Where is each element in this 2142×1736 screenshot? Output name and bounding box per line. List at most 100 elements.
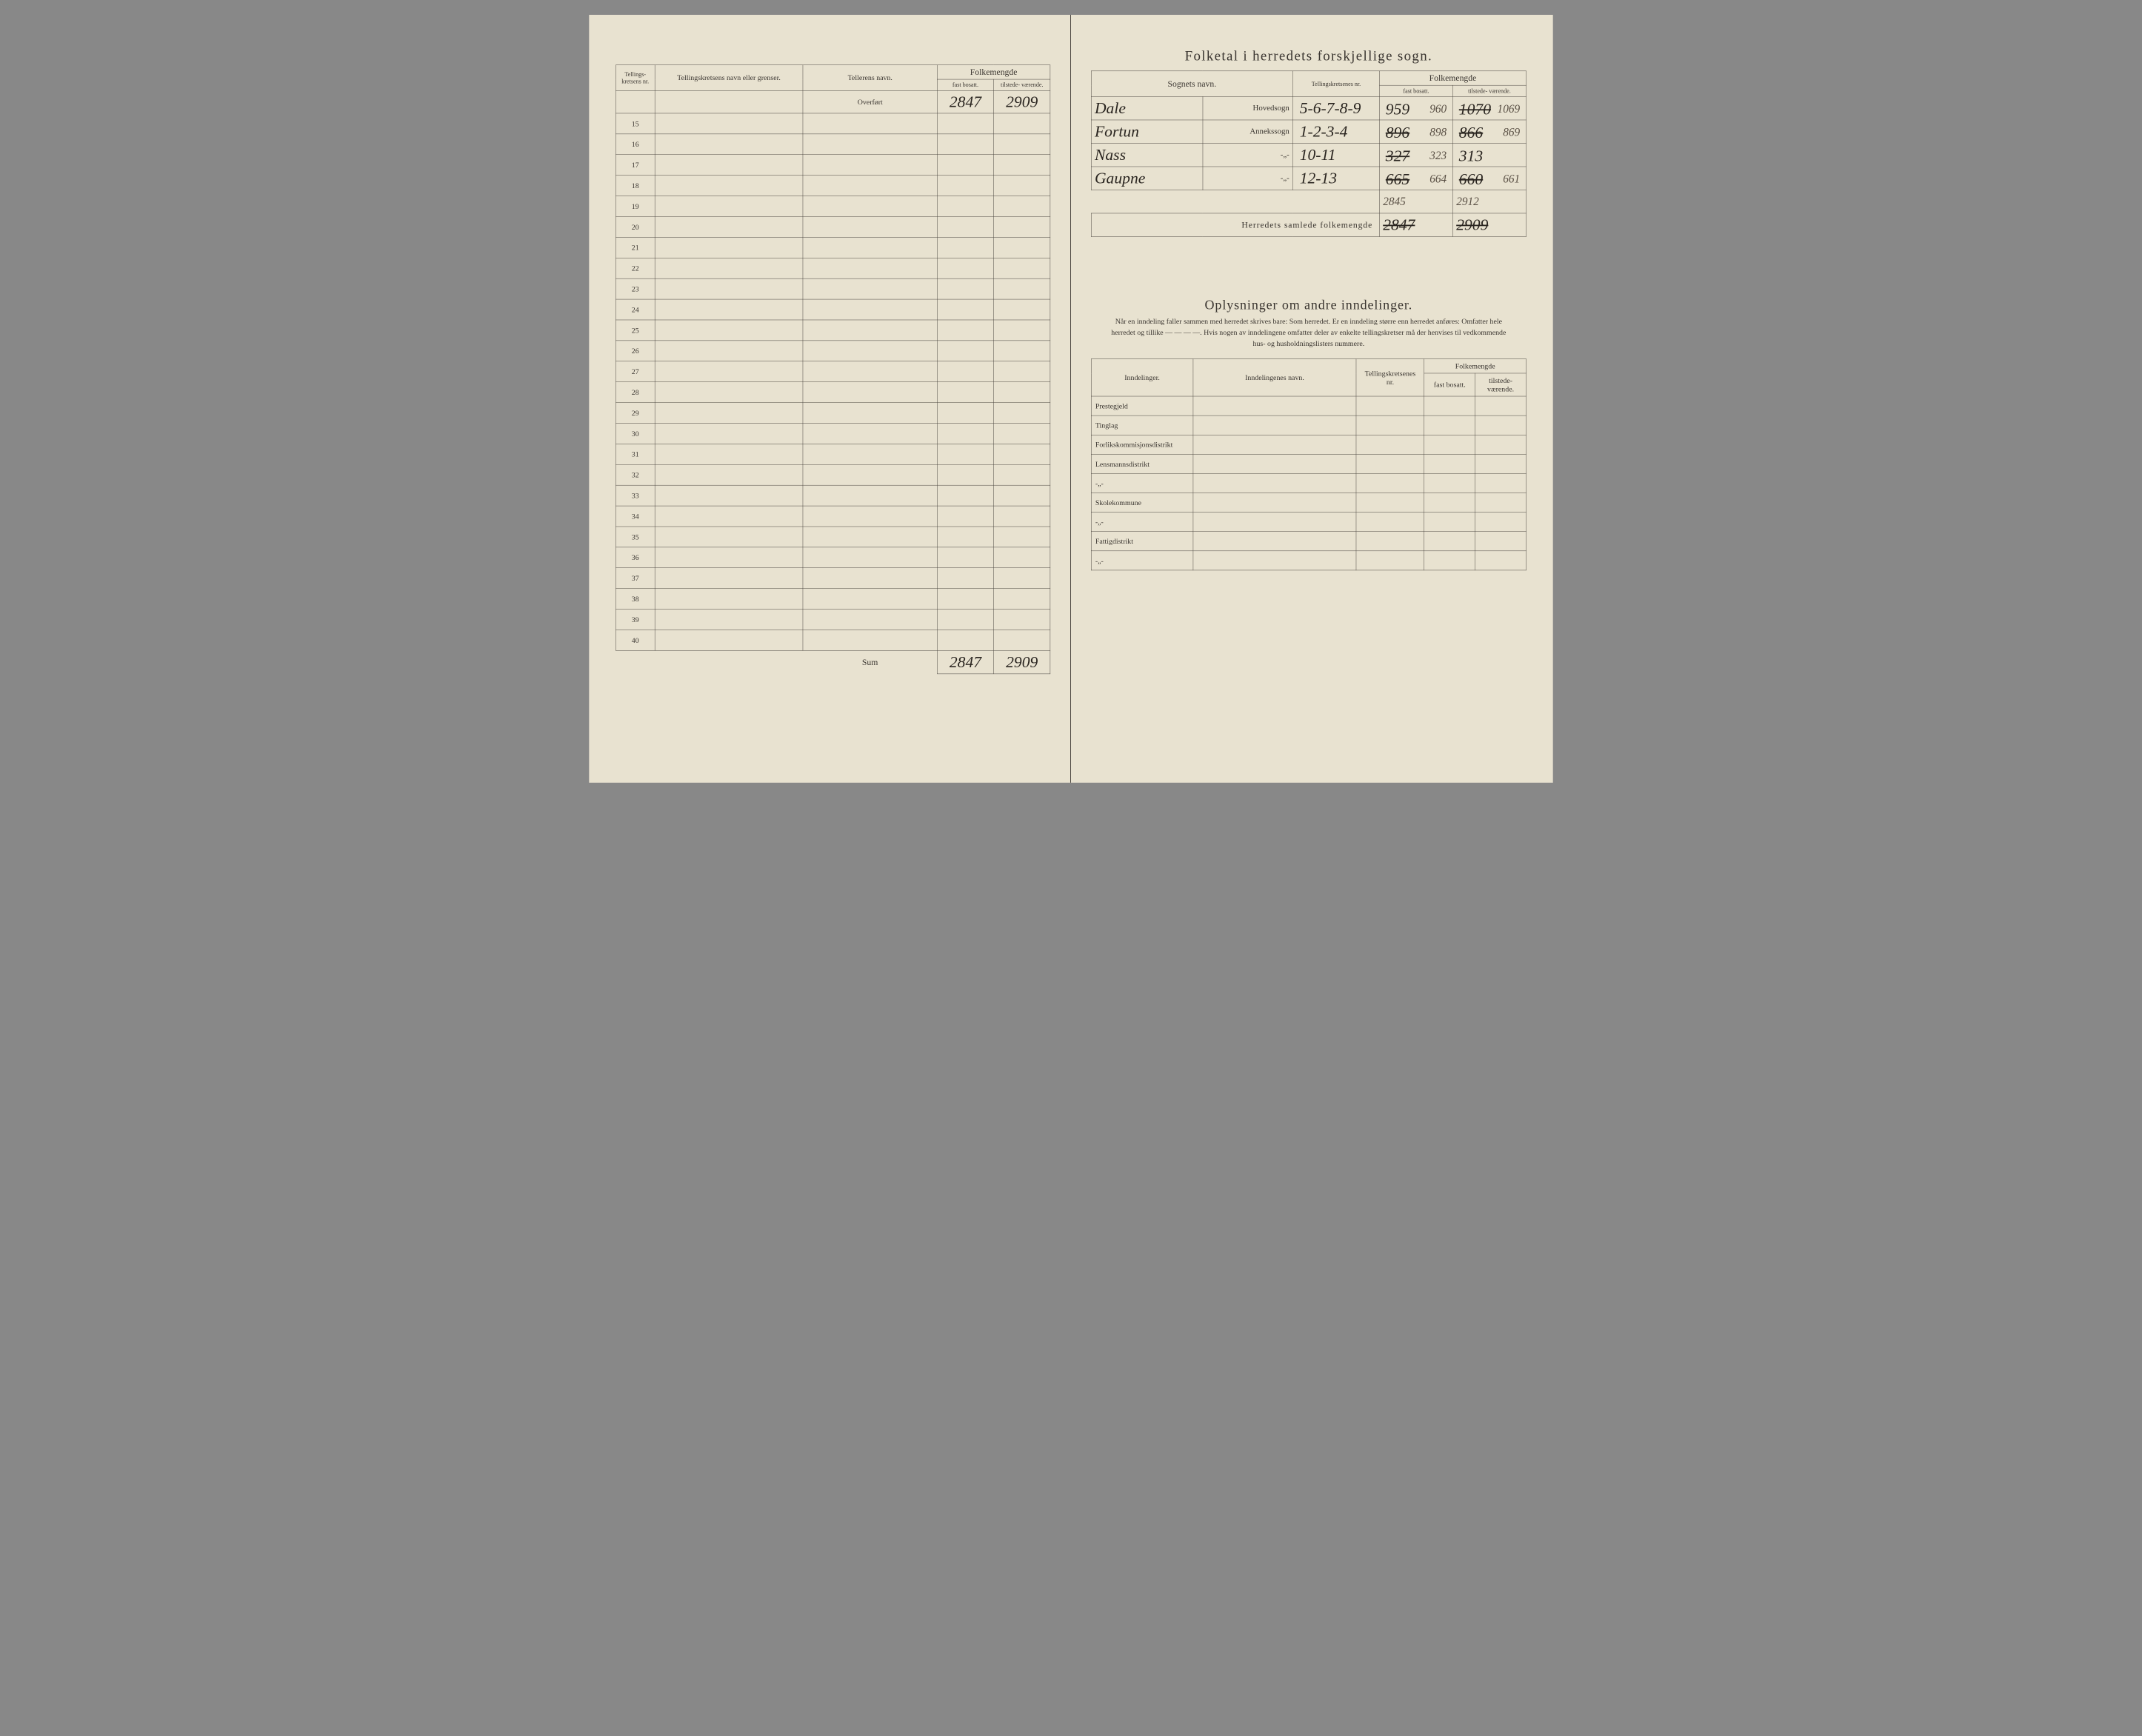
table-row: 24 [616, 299, 1050, 320]
row-number: 34 [616, 506, 655, 527]
row-number: 19 [616, 196, 655, 217]
inndel-label: -„- [1091, 551, 1193, 570]
row-number: 15 [616, 113, 655, 134]
row-number: 28 [616, 382, 655, 403]
row-number: 36 [616, 547, 655, 568]
sogn-krets: 12-13 [1292, 167, 1379, 190]
table-row: 17 [616, 155, 1050, 176]
header-ind: Inndelinger. [1091, 359, 1193, 396]
table-row: 25 [616, 320, 1050, 341]
table-row: 20 [616, 216, 1050, 237]
row-number: 37 [616, 568, 655, 589]
row-number: 16 [616, 134, 655, 155]
header-name: Tellingskretsens navn eller grenser. [655, 65, 803, 91]
inndel-label: Lensmannsdistrikt [1091, 454, 1193, 473]
row-number: 25 [616, 320, 655, 341]
table-row: 38 [616, 589, 1050, 610]
row-number: 40 [616, 630, 655, 650]
subtotal-til: 2912 [1452, 190, 1526, 213]
header-nr: Tellings- kretsens nr. [616, 65, 655, 91]
header-indfast: fast bosatt. [1424, 373, 1475, 396]
table-row: 21 [616, 237, 1050, 258]
overfort-row: Overført 2847 2909 [616, 90, 1050, 113]
subtotal-row: 2845 2912 [1091, 190, 1526, 213]
inndel-row: -„- [1091, 551, 1526, 570]
sogn-fast: 665664 [1379, 167, 1452, 190]
overfort-label: Overført [803, 90, 937, 113]
sogn-name: Gaupne [1091, 167, 1203, 190]
sogn-name: Dale [1091, 96, 1203, 119]
table-row: 37 [616, 568, 1050, 589]
table-row: 26 [616, 341, 1050, 361]
inndel-row: Fattigdistrikt [1091, 532, 1526, 551]
row-number: 17 [616, 155, 655, 176]
header-indkrets: Tellingskretsenes nr. [1356, 359, 1424, 396]
total-row: Herredets samlede folkemengde 2847 2909 [1091, 213, 1526, 237]
table-row: 32 [616, 464, 1050, 485]
sogn-til: 660661 [1452, 167, 1526, 190]
table-row: 35 [616, 527, 1050, 547]
header-indtil: tilstede- værende. [1475, 373, 1527, 396]
row-number: 27 [616, 361, 655, 382]
table-row: 27 [616, 361, 1050, 382]
table-row: 19 [616, 196, 1050, 217]
sogn-til: 866869 [1452, 120, 1526, 144]
row-number: 20 [616, 216, 655, 237]
inndel-row: -„- [1091, 473, 1526, 493]
inndel-label: -„- [1091, 473, 1193, 493]
sogn-krets: 1-2-3-4 [1292, 120, 1379, 144]
inndel-row: Lensmannsdistrikt [1091, 454, 1526, 473]
header-krets: Tellingskretsenes nr. [1292, 71, 1379, 97]
row-number: 23 [616, 278, 655, 299]
inndel-label: Forlikskommisjonsdistrikt [1091, 435, 1193, 454]
section2-title: Oplysninger om andre inndelinger. [1091, 297, 1527, 313]
total-fast: 2847 [1379, 213, 1452, 237]
inndel-row: Skolekommune [1091, 493, 1526, 513]
inndel-table: Inndelinger. Inndelingenes navn. Telling… [1091, 358, 1527, 570]
table-row: 34 [616, 506, 1050, 527]
inndel-row: Forlikskommisjonsdistrikt [1091, 435, 1526, 454]
sogn-type: Hovedsogn [1203, 96, 1293, 119]
header-folkemengde2: Folkemengde [1379, 71, 1526, 85]
subtotal-fast: 2845 [1379, 190, 1452, 213]
table-row: 16 [616, 134, 1050, 155]
row-number: 29 [616, 403, 655, 424]
table-row: 30 [616, 423, 1050, 444]
header-folkemengde: Folkemengde [937, 65, 1050, 79]
sogn-name: Fortun [1091, 120, 1203, 144]
table-row: 23 [616, 278, 1050, 299]
sum-label: Sum [803, 650, 937, 674]
sogn-fast: 327323 [1379, 143, 1452, 167]
sogn-type: -„- [1203, 167, 1293, 190]
sogn-row: Gaupne -„- 12-13 665664 660661 [1091, 167, 1526, 190]
table-row: 33 [616, 485, 1050, 506]
row-number: 18 [616, 176, 655, 196]
inndel-row: -„- [1091, 513, 1526, 532]
inndel-label: Tinglag [1091, 415, 1193, 435]
header-tilstede2: tilstede- værende. [1452, 85, 1526, 96]
sogn-row: Nass -„- 10-11 327323 313 [1091, 143, 1526, 167]
sogn-row: Dale Hovedsogn 5-6-7-8-9 959960 10701069 [1091, 96, 1526, 119]
row-number: 30 [616, 423, 655, 444]
header-sogn: Sognets navn. [1091, 71, 1292, 97]
header-indfolk: Folkemengde [1424, 359, 1527, 373]
sogn-row: Fortun Annekssogn 1-2-3-4 896898 866869 [1091, 120, 1526, 144]
row-number: 33 [616, 485, 655, 506]
sogn-til: 313 [1452, 143, 1526, 167]
table-row: 18 [616, 176, 1050, 196]
header-teller: Tellerens navn. [803, 65, 937, 91]
sogn-table: Sognets navn. Tellingskretsenes nr. Folk… [1091, 71, 1527, 237]
row-number: 38 [616, 589, 655, 610]
sogn-type: Annekssogn [1203, 120, 1293, 144]
sogn-krets: 10-11 [1292, 143, 1379, 167]
sogn-til: 10701069 [1452, 96, 1526, 119]
header-indname: Inndelingenes navn. [1193, 359, 1356, 396]
table-row: 28 [616, 382, 1050, 403]
inndel-label: Skolekommune [1091, 493, 1193, 513]
sogn-krets: 5-6-7-8-9 [1292, 96, 1379, 119]
row-number: 32 [616, 464, 655, 485]
row-number: 21 [616, 237, 655, 258]
document-spread: Tellings- kretsens nr. Tellingskretsens … [589, 15, 1552, 783]
row-number: 24 [616, 299, 655, 320]
sum-til: 2909 [994, 650, 1050, 674]
